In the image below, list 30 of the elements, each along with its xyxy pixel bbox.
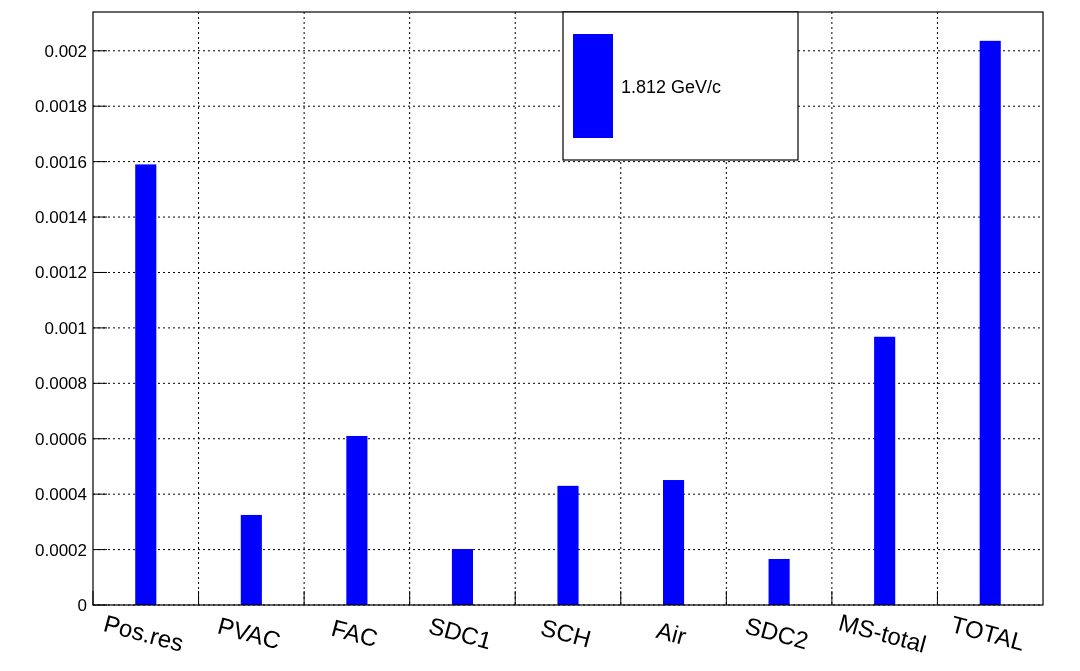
bar [874,336,896,605]
x-tick-label: Pos.res [100,609,187,657]
x-tick-label: SDC2 [742,611,812,655]
bar [979,40,1001,605]
y-tick-label: 0.001 [44,318,87,338]
x-tick-label: SCH [537,613,594,653]
y-tick-label: 0.0002 [35,540,87,560]
legend: 1.812 GeV/c [562,11,799,161]
y-tick-label: 0.0008 [35,374,87,394]
x-tick-label: SDC1 [425,611,495,655]
x-tick-label: FAC [328,613,381,653]
y-tick-label: 0.0012 [35,263,87,283]
bar [240,514,262,605]
bar [663,480,685,605]
bar [451,549,473,605]
x-tick-label: MS-total [835,608,930,658]
bar [135,164,157,605]
bar [557,485,579,605]
x-tick-label: TOTAL [948,610,1028,656]
y-tick-label: 0.0018 [35,97,87,117]
bar [768,559,790,605]
y-tick-label: 0.0014 [35,208,87,228]
x-tick-label: PVAC [214,611,284,655]
y-tick-label: 0 [77,595,87,615]
y-tick-label: 0.0006 [35,429,87,449]
bar [346,435,368,605]
y-tick-label: 0.002 [44,41,87,61]
x-tick-label: Air [653,616,690,650]
y-tick-label: 0.0016 [35,152,87,172]
y-tick-label: 0.0004 [35,485,87,505]
